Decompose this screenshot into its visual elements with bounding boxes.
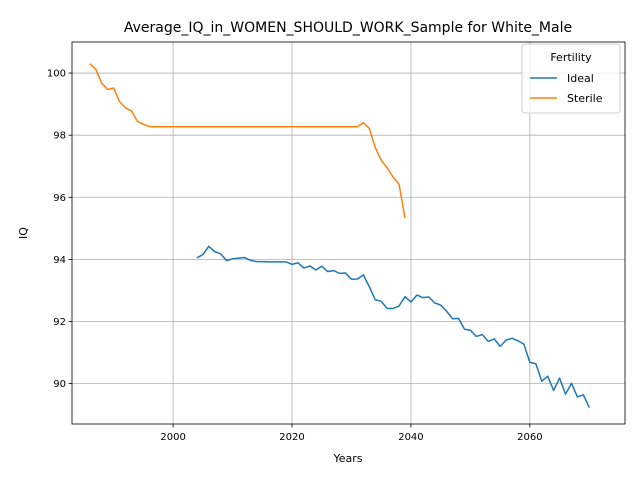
series-line-ideal: [196, 245, 590, 408]
x-tick-label: 2000: [160, 432, 185, 443]
chart-title: Average_IQ_in_WOMEN_SHOULD_WORK_Sample f…: [124, 20, 572, 36]
plot-frame: [71, 41, 626, 425]
legend-title: Fertility: [550, 51, 592, 64]
y-tick-label: 96: [53, 193, 66, 204]
y-tick-label: 98: [53, 131, 66, 142]
y-tick-label: 94: [53, 255, 66, 266]
y-tick-label: 92: [53, 317, 66, 328]
legend-label-ideal: Ideal: [567, 72, 594, 85]
y-tick-label: 100: [47, 69, 66, 80]
x-axis-title: Years: [332, 452, 362, 465]
axis-ticks: 2000 2020 2040 2060 90 92 94 96 98 100: [47, 69, 543, 443]
y-tick-label: 90: [53, 379, 66, 390]
y-axis-title: IQ: [17, 227, 30, 239]
legend-box: [521, 43, 621, 114]
legend-label-sterile: Sterile: [567, 92, 603, 105]
series-layer: [89, 63, 590, 408]
x-tick-label: 2040: [398, 432, 423, 443]
legend: Fertility Ideal Sterile: [521, 43, 621, 114]
series-line-sterile: [89, 63, 406, 219]
x-tick-label: 2020: [279, 432, 304, 443]
x-tick-label: 2060: [517, 432, 542, 443]
